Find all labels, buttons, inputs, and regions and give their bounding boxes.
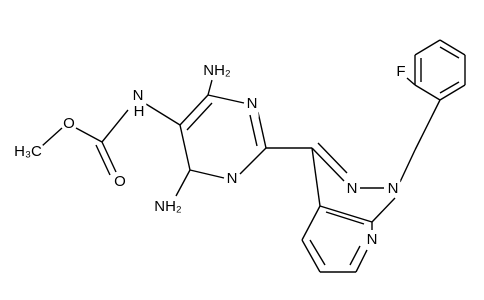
bonds	[41, 39, 466, 273]
atom-label: N	[347, 180, 358, 197]
atom-labels: H₃C O O N H NH₂ N N NH₂ N N N F	[11, 59, 408, 251]
atom-label: O	[63, 115, 75, 132]
atom-label: H₃C	[14, 143, 42, 160]
atom-label: N	[247, 95, 258, 112]
atom-label: N	[388, 180, 399, 197]
atom-label: NH₂	[203, 62, 231, 79]
atom-label: F	[396, 63, 405, 80]
atom-label: N	[367, 231, 378, 248]
atom-label: N	[133, 87, 144, 104]
atom-label: O	[114, 173, 126, 190]
atom-label: H	[134, 103, 145, 120]
atom-label: N	[227, 170, 238, 187]
atom-label: NH₂	[154, 198, 182, 215]
